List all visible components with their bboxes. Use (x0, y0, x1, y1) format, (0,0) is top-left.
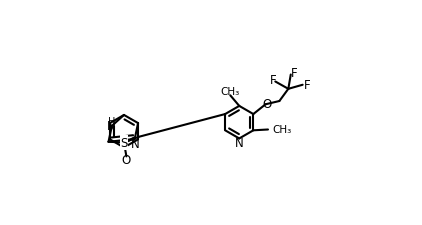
Text: F: F (304, 79, 311, 92)
Text: N: N (235, 136, 243, 149)
Text: F: F (270, 74, 277, 87)
Text: S: S (120, 136, 128, 149)
Text: CH₃: CH₃ (273, 125, 292, 135)
Text: O: O (122, 154, 131, 166)
Text: H: H (108, 116, 116, 126)
Text: N: N (106, 119, 115, 132)
Text: CH₃: CH₃ (221, 87, 240, 97)
Text: N: N (131, 137, 140, 150)
Text: F: F (290, 67, 297, 80)
Text: O: O (262, 97, 271, 110)
